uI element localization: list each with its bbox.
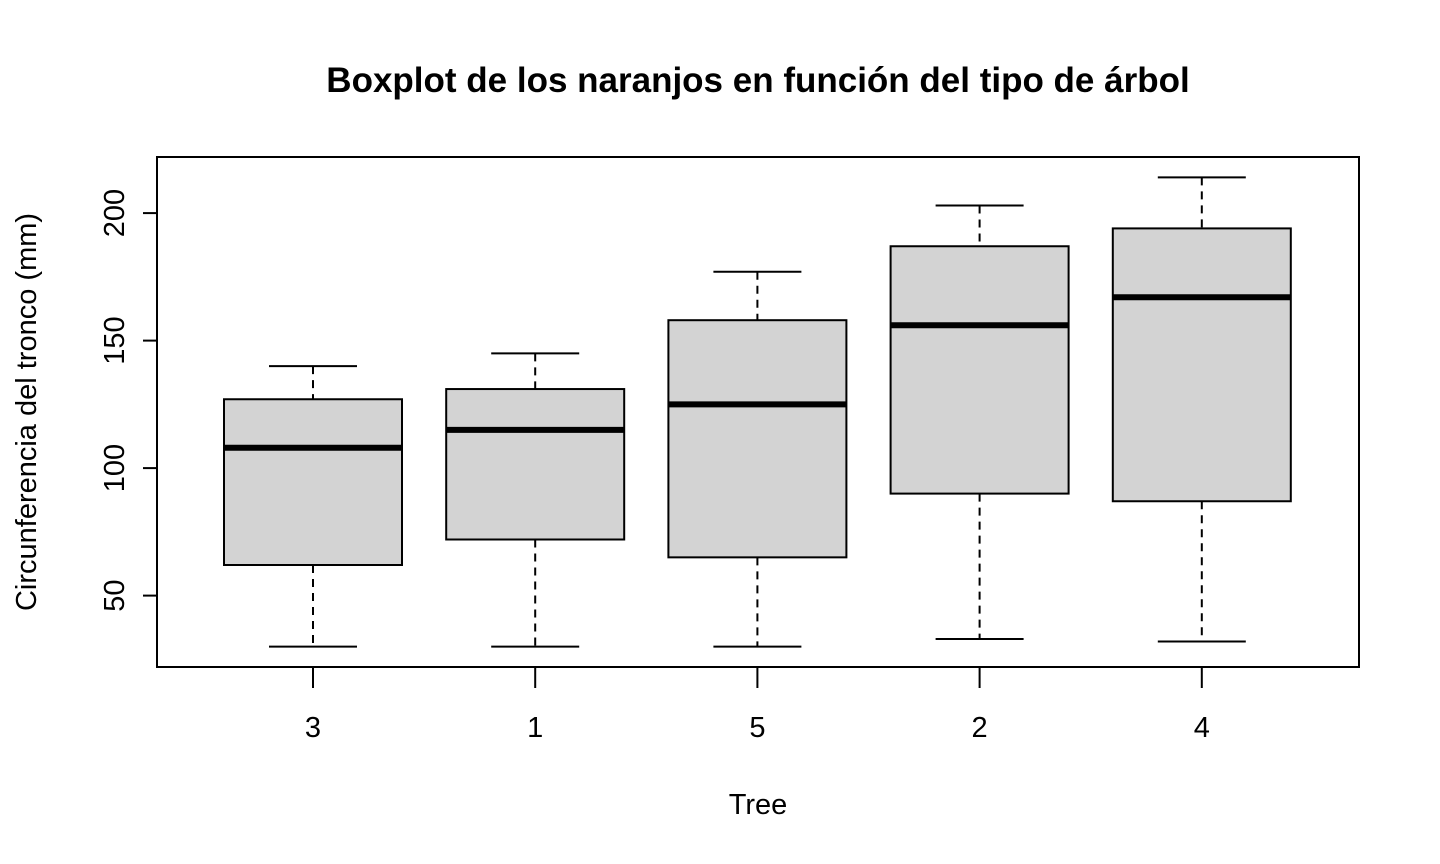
y-tick-label: 100 <box>99 444 131 492</box>
x-tick-label: 1 <box>527 712 543 744</box>
iqr-box <box>667 319 848 559</box>
chart-title: Boxplot de los naranjos en función del t… <box>326 61 1189 100</box>
iqr-box <box>445 388 626 541</box>
x-tick-label: 4 <box>1194 712 1210 744</box>
x-tick-label: 2 <box>972 712 988 744</box>
x-axis-label: Tree <box>729 789 788 821</box>
iqr-box <box>1111 227 1292 503</box>
boxes-group <box>223 176 1292 648</box>
y-tick-label: 200 <box>99 189 131 237</box>
box-4 <box>1111 176 1292 643</box>
box-5 <box>667 270 848 648</box>
y-axis-label: Circunferencia del tronco (mm) <box>11 213 43 611</box>
iqr-box <box>889 245 1070 495</box>
iqr-box <box>223 398 403 566</box>
box-3 <box>223 365 403 648</box>
y-tick-label: 50 <box>99 579 131 611</box>
box-2 <box>889 204 1070 640</box>
x-axis: 3 1 5 2 4 <box>305 667 1210 744</box>
box-1 <box>445 352 626 648</box>
y-axis: 50 100 150 200 <box>99 189 157 612</box>
x-tick-label: 5 <box>749 712 765 744</box>
y-tick-label: 150 <box>99 316 131 364</box>
x-tick-label: 3 <box>305 712 321 744</box>
